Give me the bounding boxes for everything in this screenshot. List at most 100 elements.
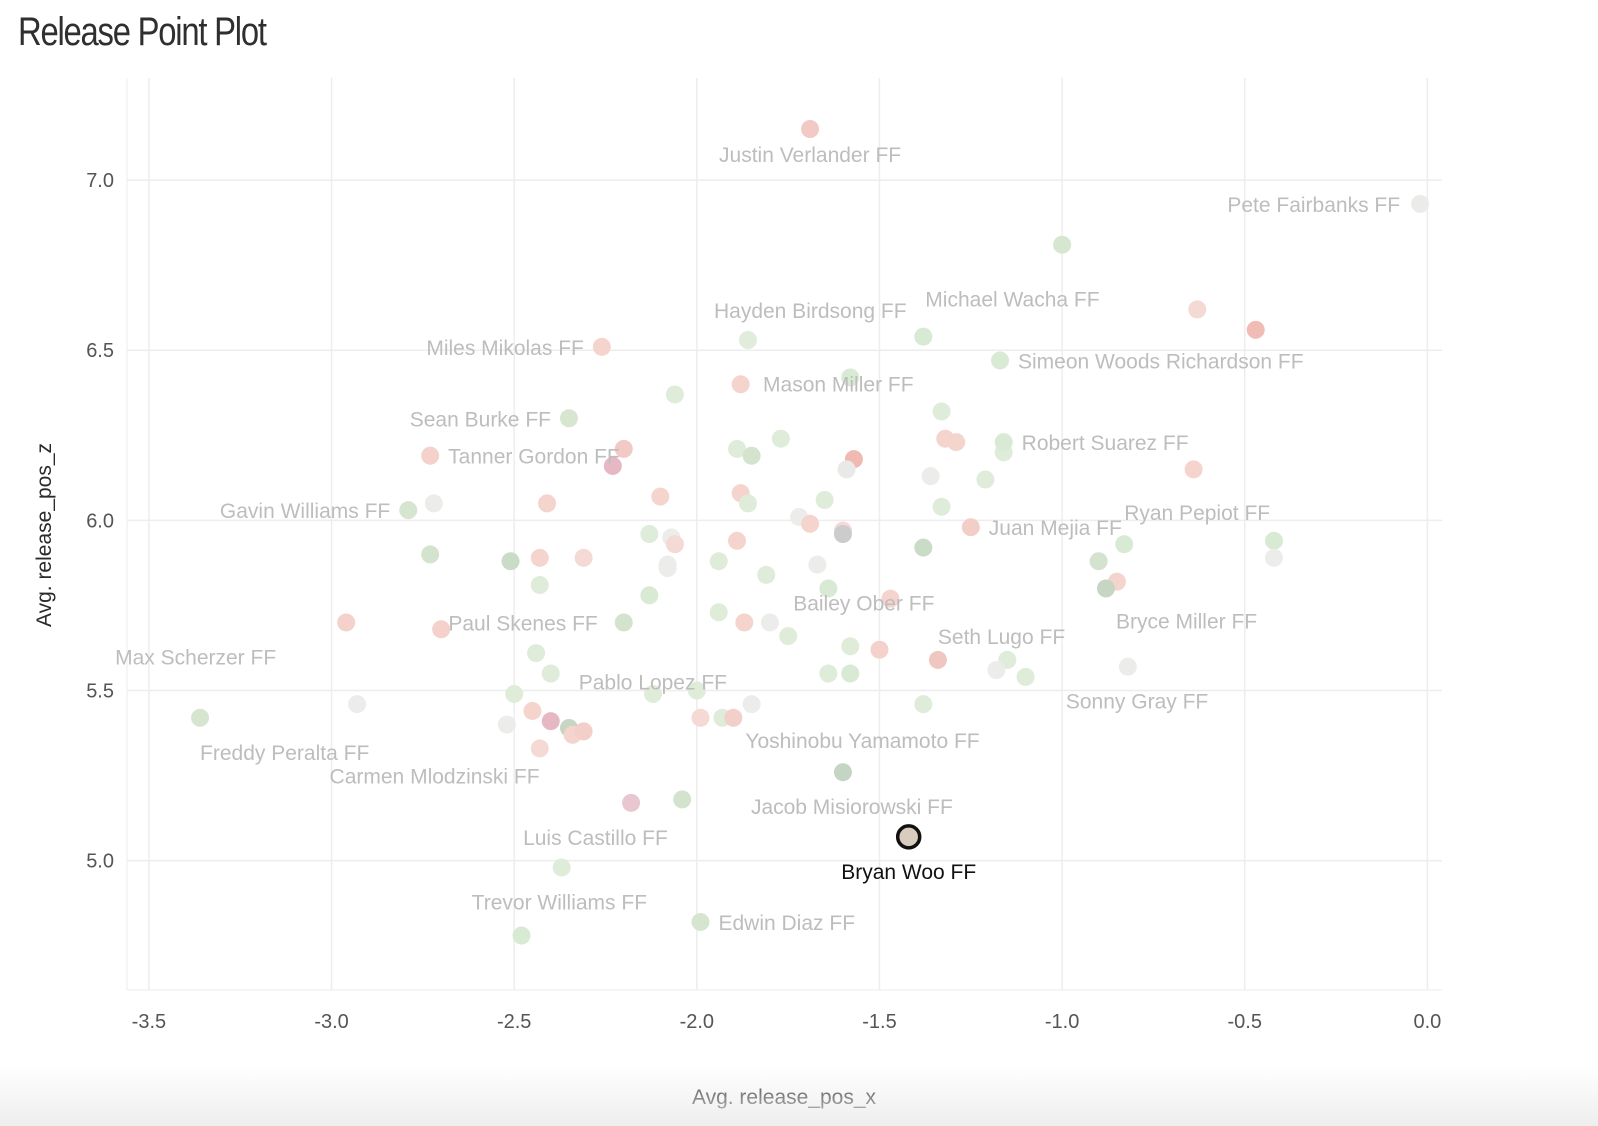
scatter-point — [1246, 320, 1265, 339]
scatter-point — [757, 565, 776, 584]
y-tick-label: 7.0 — [86, 170, 114, 192]
point-label: Tanner Gordon FF — [448, 446, 620, 469]
scatter-point — [348, 695, 367, 714]
grid — [126, 78, 1442, 991]
scatter-point — [961, 518, 980, 537]
scatter-point — [658, 559, 677, 578]
point-label: Bryce Miller FF — [1116, 610, 1257, 633]
scatter-point — [640, 525, 659, 543]
scatter-point — [837, 460, 856, 479]
scatter-point — [914, 538, 933, 557]
point-label: Gavin Williams FF — [220, 500, 390, 523]
scatter-point — [728, 439, 747, 458]
scatter-point — [337, 613, 356, 632]
scatter-point — [640, 586, 659, 605]
scatter-point — [1096, 579, 1115, 598]
x-tick-label: -2.5 — [497, 1011, 531, 1033]
point-label: Seth Lugo FF — [938, 626, 1065, 649]
scatter-point — [505, 684, 524, 703]
scatter-point — [914, 327, 933, 346]
scatter-point — [1053, 235, 1072, 254]
scatter-point — [815, 490, 834, 509]
y-tick-label: 6.0 — [86, 510, 114, 532]
point-label: Juan Mejia FF — [989, 517, 1122, 540]
point-label: Yoshinobu Yamamoto FF — [745, 730, 979, 753]
scatter-point — [735, 613, 754, 632]
scatter-point — [801, 514, 820, 533]
point-label: Sonny Gray FF — [1066, 691, 1208, 714]
scatter-point — [541, 712, 560, 731]
scatter-point — [709, 603, 728, 622]
scatter-point — [709, 552, 728, 571]
scatter-point — [530, 576, 549, 595]
point-label: Jacob Misiorowski FF — [751, 796, 953, 819]
scatter-point — [512, 926, 531, 945]
point-label: Bailey Ober FF — [793, 593, 934, 616]
scatter-point — [421, 545, 440, 564]
x-axis-ticks: -3.5 -3.0 -2.5 -2.0 -1.5 -1.0 -0.5 0.0 — [132, 1011, 1442, 1033]
scatter-point — [738, 331, 757, 350]
scatter-point — [530, 739, 549, 758]
x-tick-label: 0.0 — [1413, 1011, 1441, 1033]
scatter-point — [1264, 531, 1283, 550]
scatter-point — [728, 531, 747, 550]
point-label: Freddy Peralta FF — [200, 742, 369, 765]
scatter-point — [1089, 552, 1108, 571]
scatter-point — [614, 439, 633, 458]
scatter-point — [527, 644, 546, 663]
scatter-point — [691, 708, 710, 727]
scatter-point — [947, 433, 966, 452]
scatter-point — [497, 715, 516, 734]
y-tick-label: 6.5 — [86, 340, 114, 362]
scatter-point — [976, 470, 995, 489]
point-label: Sean Burke FF — [410, 408, 551, 431]
scatter-point — [841, 368, 860, 387]
scatter-point — [1016, 667, 1035, 686]
scatter-point — [559, 409, 578, 428]
point-label: Pete Fairbanks FF — [1227, 194, 1400, 217]
scatter-point — [1411, 194, 1430, 213]
scatter-point — [574, 722, 593, 741]
point-label: Simeon Woods Richardson FF — [1018, 350, 1304, 373]
highlight-label: Bryan Woo FF — [841, 861, 976, 884]
scatter-point — [808, 555, 827, 574]
scatter-point — [932, 402, 951, 421]
scatter-point — [614, 613, 633, 632]
scatter-point — [760, 613, 779, 632]
scatter-point — [724, 708, 743, 727]
scatter-point — [665, 385, 684, 404]
scatter-point — [928, 650, 947, 669]
scatter-point — [870, 640, 889, 659]
y-axis-ticks: 5.0 5.5 6.0 6.5 7.0 — [86, 170, 114, 873]
scatter-point — [932, 497, 951, 516]
scatter-point — [833, 525, 852, 543]
scatter-point — [1184, 460, 1203, 479]
scatter-point — [421, 446, 440, 465]
x-tick-label: -1.5 — [862, 1011, 896, 1033]
point-label: Michael Wacha FF — [925, 289, 1099, 312]
scatter-point — [914, 695, 933, 714]
scatter-point — [819, 579, 838, 598]
scatter-point — [538, 494, 557, 513]
scatter-point — [673, 790, 692, 809]
scatter-point — [738, 494, 757, 513]
scatter-point — [644, 684, 662, 703]
scatter-point — [687, 681, 706, 700]
point-label: Carmen Mlodzinski FF — [330, 765, 540, 788]
scatter-point — [731, 375, 750, 394]
point-label: Miles Mikolas FF — [426, 337, 584, 360]
scatter-point — [523, 701, 542, 720]
x-tick-label: -1.0 — [1045, 1011, 1079, 1033]
scatter-point — [833, 763, 852, 782]
scatter-point — [552, 858, 571, 877]
scatter-point — [191, 708, 210, 727]
x-tick-label: -2.0 — [680, 1011, 714, 1033]
scatter-point — [530, 548, 549, 567]
point-label: Mason Miller FF — [763, 373, 914, 396]
x-tick-label: -0.5 — [1228, 1011, 1262, 1033]
point-label: Justin Verlander FF — [719, 144, 901, 167]
point-label: Luis Castillo FF — [523, 827, 668, 850]
y-tick-label: 5.0 — [86, 851, 114, 873]
point-label: Max Scherzer FF — [115, 646, 276, 669]
